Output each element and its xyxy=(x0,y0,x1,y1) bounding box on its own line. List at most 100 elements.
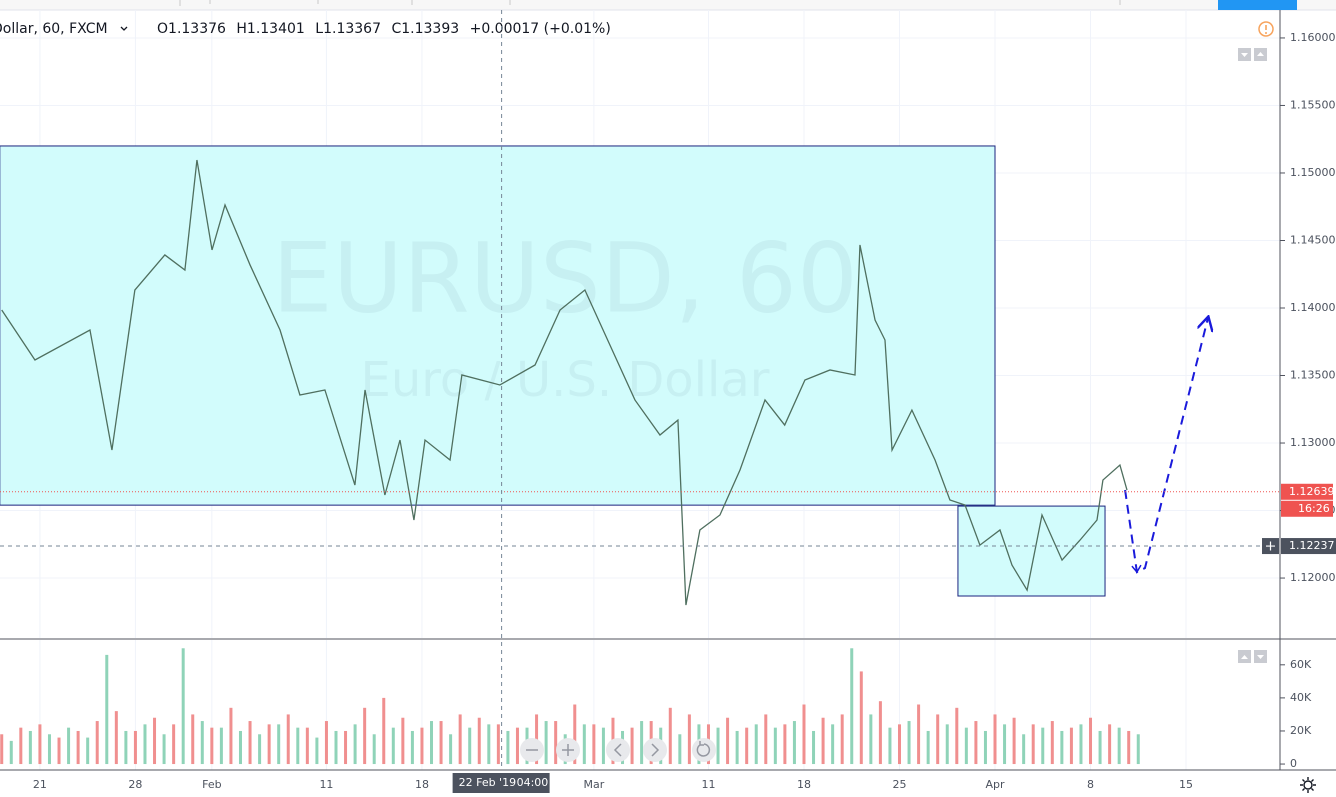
warning-icon[interactable] xyxy=(1258,21,1274,37)
ohlc-value: 1.13376 xyxy=(168,21,226,37)
x-tick-label: 11 xyxy=(319,778,333,791)
volume-bar xyxy=(974,721,978,765)
volume-bar xyxy=(210,727,214,765)
volume-bar xyxy=(391,727,395,765)
volume-bar xyxy=(191,714,195,765)
volume-bar xyxy=(28,730,32,765)
volume-bar xyxy=(1079,724,1083,765)
y-tick-label: 1.14000 xyxy=(1290,301,1336,314)
crosshair-plus xyxy=(1266,541,1275,551)
x-tick-label: 25 xyxy=(892,778,906,791)
volume-bar xyxy=(334,730,338,765)
volume-bar xyxy=(47,734,51,765)
y-tick-label: 60K xyxy=(1290,658,1312,671)
volume-bar xyxy=(496,724,500,765)
volume-bar xyxy=(1003,724,1007,765)
volume-bar xyxy=(277,724,281,765)
volume-bar xyxy=(9,740,13,765)
watermark-symbol: EURUSD, 60 xyxy=(272,222,858,334)
volume-bar xyxy=(869,714,873,765)
volume-bar xyxy=(993,714,997,765)
volume-bar xyxy=(19,727,23,765)
volume-bar xyxy=(735,730,739,765)
navigation-buttons[interactable] xyxy=(520,738,716,762)
volume-bar xyxy=(878,701,882,765)
volume-bar xyxy=(401,717,405,765)
symbol-label[interactable]: Dollar, 60, FXCM xyxy=(0,21,108,37)
volume-bar xyxy=(124,730,128,765)
volume-bar xyxy=(286,714,290,765)
crosshair-price-label: 1.12237 xyxy=(1289,539,1335,552)
projection-arrow xyxy=(1124,318,1208,574)
x-tick-label: Feb xyxy=(202,778,221,791)
volume-bar xyxy=(372,734,376,765)
volume-bar xyxy=(420,727,424,765)
volume-bar xyxy=(267,724,271,765)
volume-bar xyxy=(258,734,262,765)
y-tick-label: 1.13500 xyxy=(1290,369,1336,382)
settings-gear[interactable] xyxy=(1300,777,1316,793)
volume-bar xyxy=(410,730,414,765)
volume-bar xyxy=(907,721,911,765)
volume-bar xyxy=(1098,730,1102,765)
volume-bar xyxy=(668,707,672,765)
volume-bar xyxy=(114,711,118,765)
ohlc-value: 1.13393 xyxy=(401,21,459,37)
volume-bar xyxy=(936,714,940,765)
volume-bar xyxy=(86,737,90,765)
volume-bar xyxy=(458,714,462,765)
volume-bar xyxy=(57,737,61,765)
volume-bar xyxy=(382,697,386,765)
x-tick-label: Mar xyxy=(583,778,604,791)
volume-bar xyxy=(430,721,434,765)
volume-bar xyxy=(344,730,348,765)
volume-bar xyxy=(897,724,901,765)
volume-bar xyxy=(1089,717,1093,765)
ohlc-value: 1.13367 xyxy=(323,21,381,37)
volume-bar xyxy=(821,717,825,765)
ohlc-key: H xyxy=(236,21,247,37)
countdown-badge xyxy=(1281,500,1333,517)
pane-buttons[interactable] xyxy=(1238,48,1267,663)
volume-bar xyxy=(831,724,835,765)
crosshair-time-label: 04:00 xyxy=(517,776,549,789)
volume-bar xyxy=(487,724,491,765)
volume-bar xyxy=(783,724,787,765)
y-tick-label: 1.12000 xyxy=(1290,571,1336,584)
change-value: +0.00017 (+0.01%) xyxy=(470,21,611,37)
volume-bar xyxy=(812,730,816,765)
volume-bar xyxy=(95,721,99,765)
y-tick-label: 1.14500 xyxy=(1290,233,1336,246)
crosshair-price-badge xyxy=(1281,538,1336,555)
toolbar-separators xyxy=(179,0,1121,6)
x-tick-label: Apr xyxy=(985,778,1005,791)
volume-bar xyxy=(133,730,137,765)
ohlc-key: O xyxy=(157,21,168,37)
rectangle-drawing xyxy=(957,505,1106,597)
publish-button[interactable] xyxy=(1218,0,1297,10)
volume-bar xyxy=(687,714,691,765)
symbol-caret[interactable] xyxy=(120,26,128,31)
volume-bar xyxy=(582,724,586,765)
volume-bar xyxy=(764,714,768,765)
crosshair-date-label: 22 Feb '19 xyxy=(459,776,517,789)
crosshair-time-badge xyxy=(452,773,550,793)
volume-bar xyxy=(324,721,328,765)
volume-bar xyxy=(964,727,968,765)
volume-bar xyxy=(477,717,481,765)
volume-bar xyxy=(983,730,987,765)
y-tick-label: 0 xyxy=(1290,757,1297,770)
volume-bar xyxy=(716,727,720,765)
watermark-description: Euro / U.S. Dollar xyxy=(360,352,769,408)
volume-bar xyxy=(1117,727,1121,765)
volume-bar xyxy=(1041,727,1045,765)
volume-bar xyxy=(630,727,634,765)
volume-bar xyxy=(592,724,596,765)
rectangle-drawing xyxy=(0,145,996,506)
x-tick-label: 21 xyxy=(33,778,47,791)
volume-bar xyxy=(1069,727,1073,765)
x-tick-label: 15 xyxy=(1179,778,1193,791)
x-tick-label: 8 xyxy=(1087,778,1094,791)
volume-bar xyxy=(76,730,80,765)
